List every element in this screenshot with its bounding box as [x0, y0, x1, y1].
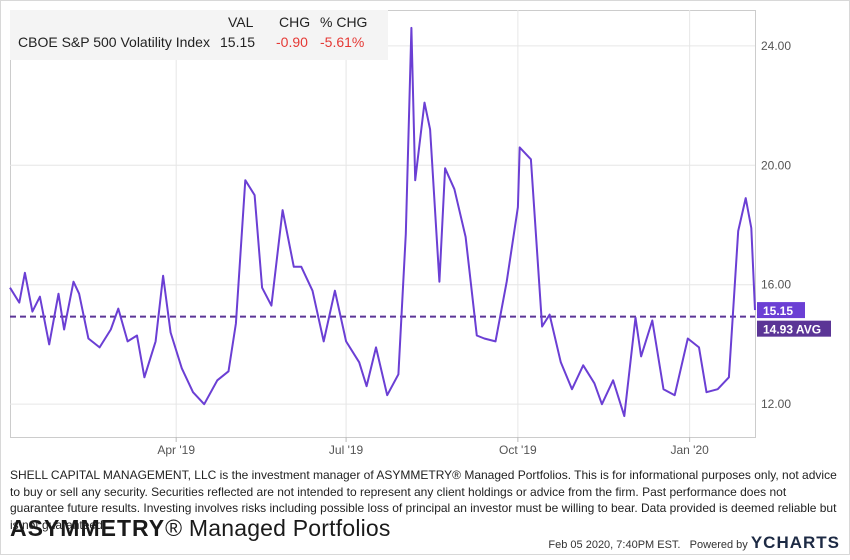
legend-value: 15.15: [220, 34, 256, 50]
legend-series-name[interactable]: CBOE S&P 500 Volatility Index: [18, 34, 210, 50]
legend-percent-change: -5.61%: [320, 34, 365, 50]
vix-series: [9, 26, 756, 418]
brand-logo: ASYMMETRY® Managed Portfolios: [10, 515, 391, 542]
average-badge: [757, 320, 831, 337]
legend-change: -0.90: [276, 34, 308, 50]
x-tick-label: Apr '19: [157, 443, 195, 457]
footer-powered-by: Powered by: [689, 539, 748, 551]
legend-header-chg: CHG: [279, 14, 311, 30]
x-tick-label: Jan '20: [670, 443, 709, 457]
last-value-label: 15.15: [763, 304, 793, 318]
average-label: 14.93 AVG: [763, 323, 821, 337]
vix-line: [9, 26, 756, 418]
ycharts-logo[interactable]: YCHARTS: [750, 533, 840, 552]
x-tick-label: Oct '19: [499, 443, 537, 457]
footer: Feb 05 2020, 7:40PM EST. Powered by YCHA…: [548, 533, 840, 553]
legend-table: VAL CHG % CHG CBOE S&P 500 Volatility In…: [10, 10, 388, 60]
x-axis: Apr '19 Jul '19 Oct '19 Jan '20: [157, 437, 709, 457]
y-tick-label: 16.00: [761, 278, 791, 292]
brand-rest: Managed Portfolios: [182, 515, 391, 541]
disclaimer-text: SHELL CAPITAL MANAGEMENT, LLC is the inv…: [10, 468, 837, 532]
x-tick-label: Jul '19: [329, 443, 364, 457]
y-tick-label: 20.00: [761, 158, 791, 172]
brand-mark: ®: [165, 515, 183, 541]
y-axis: 12.00 16.00 20.00 24.00: [761, 39, 791, 411]
y-tick-label: 12.00: [761, 397, 791, 411]
brand-name: ASYMMETRY: [10, 515, 166, 541]
last-value-badge: [757, 302, 805, 319]
legend-header-pct: % CHG: [320, 14, 368, 30]
y-tick-label: 24.00: [761, 39, 791, 53]
footer-timestamp: Feb 05 2020, 7:40PM EST.: [548, 539, 681, 551]
value-badges: 15.15 14.93 AVG: [757, 302, 831, 337]
legend-header-val: VAL: [228, 14, 254, 30]
